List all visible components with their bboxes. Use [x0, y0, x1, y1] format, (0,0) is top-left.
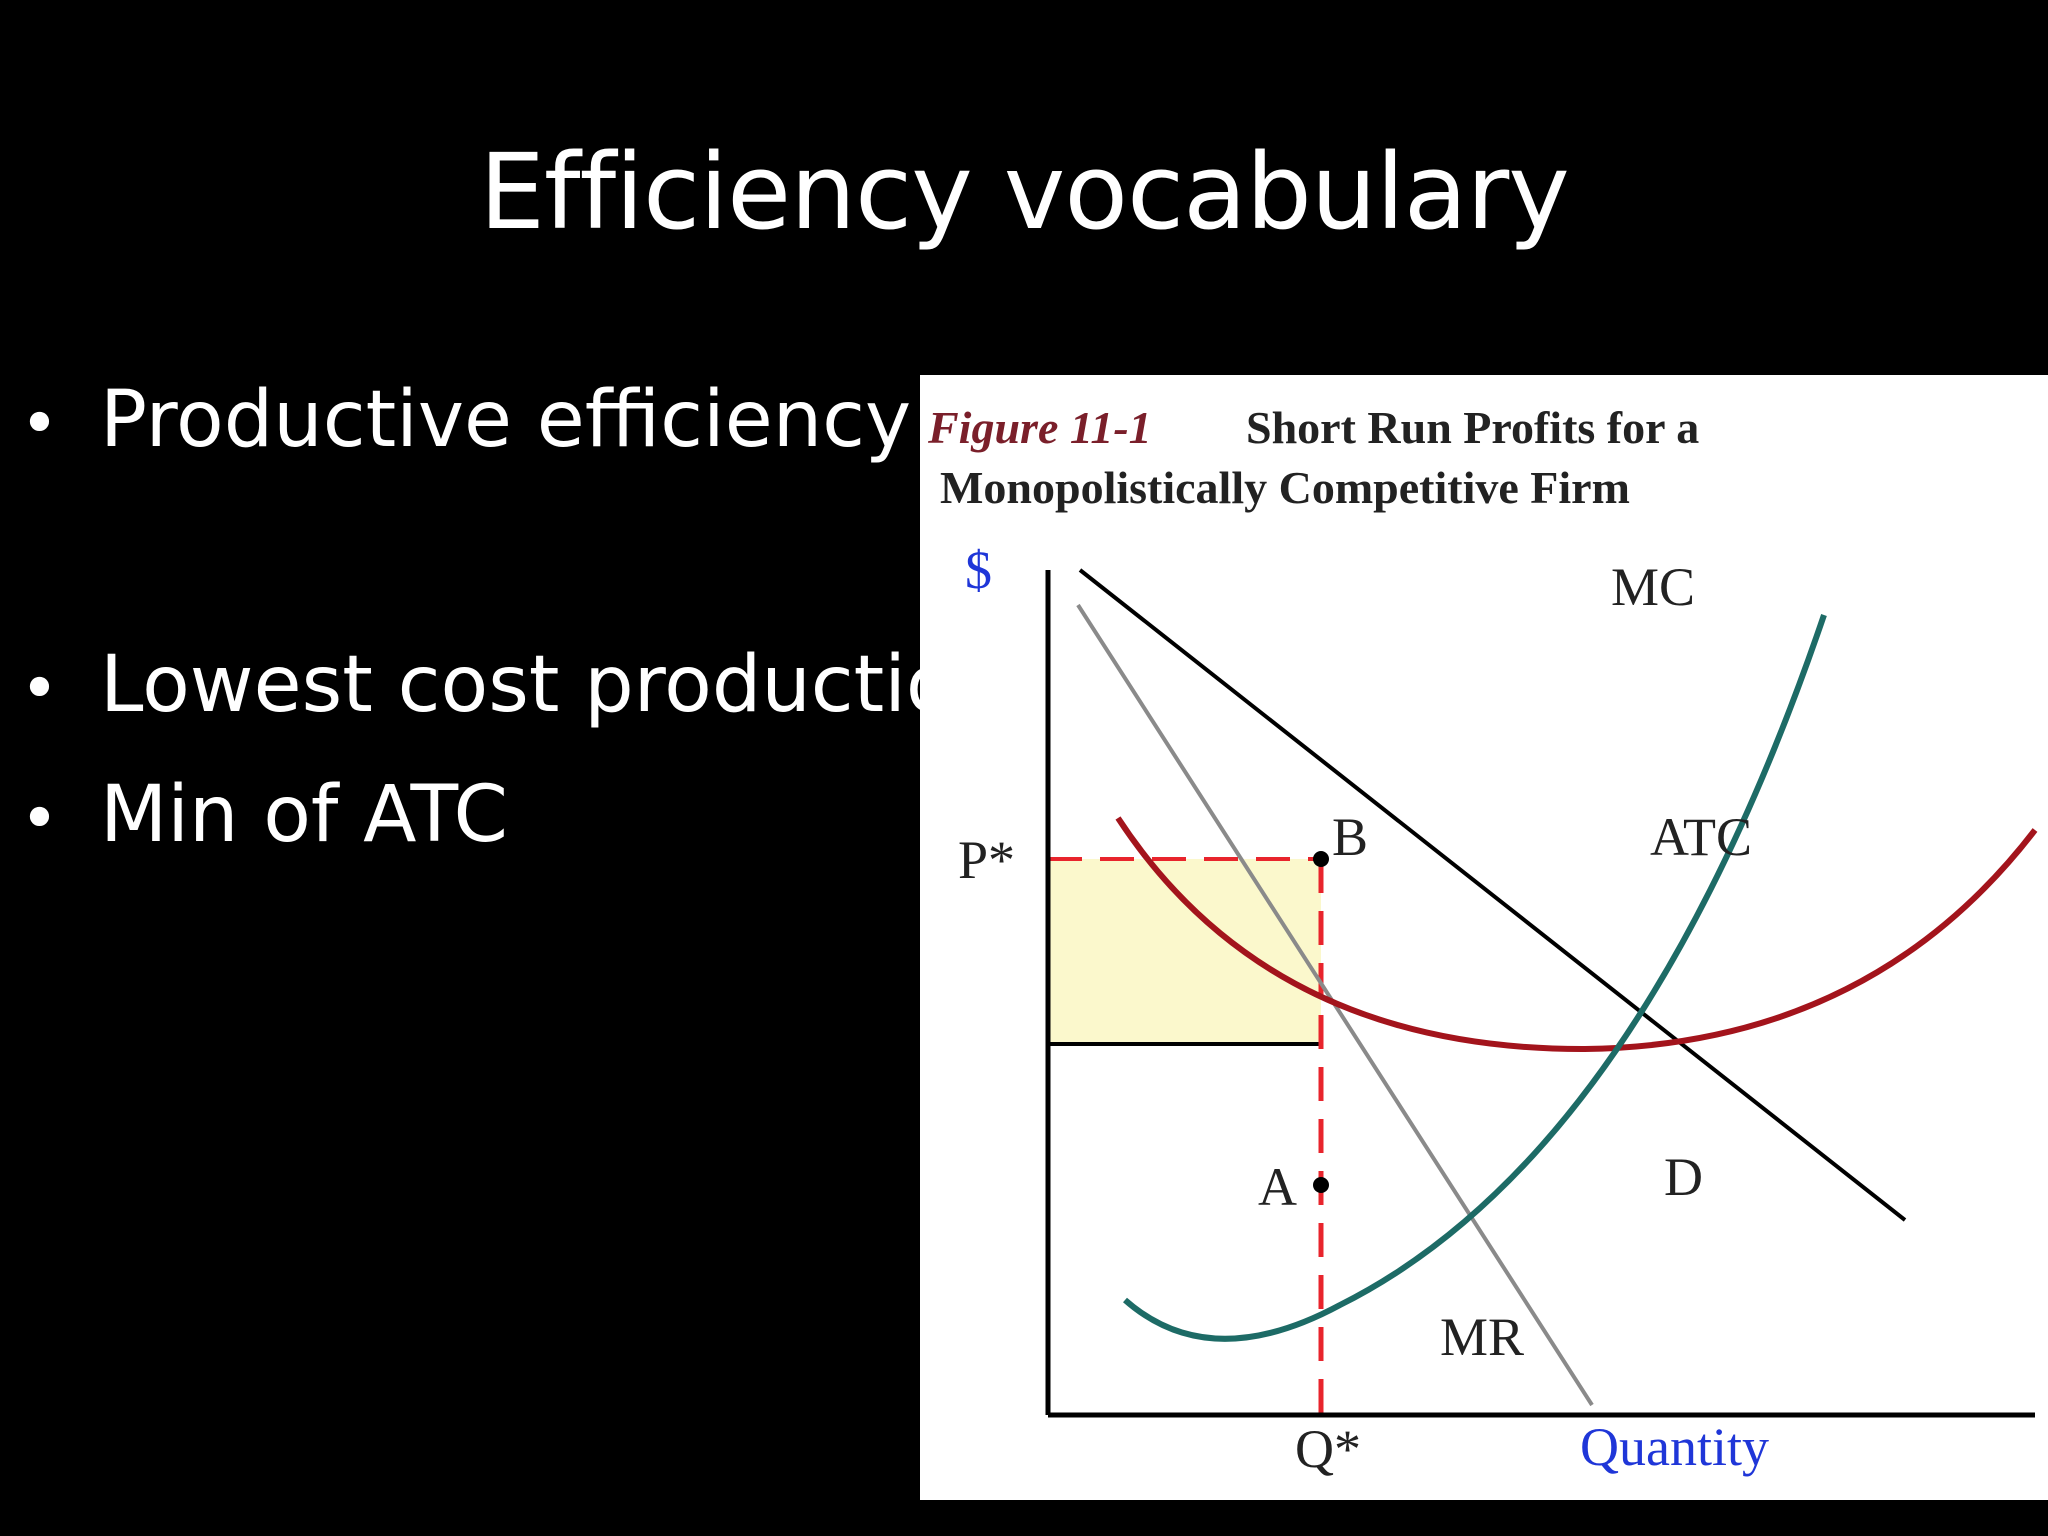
bullet-item: • Lowest cost production	[20, 635, 1003, 739]
point-a-marker	[1313, 1177, 1329, 1193]
atc-curve	[1115, 816, 2038, 1053]
mc-label: MC	[1611, 557, 1695, 617]
bullet-item: • Productive efficiency	[20, 370, 911, 474]
figure-title-number: Figure 11-1	[927, 402, 1152, 453]
profit-area	[1048, 859, 1321, 1044]
demand-curve	[1078, 568, 1907, 1222]
bullet-marker: •	[20, 385, 59, 462]
demand-label: D	[1664, 1147, 1703, 1207]
slide-title: Efficiency vocabulary	[479, 131, 1570, 253]
price-label: P*	[958, 830, 1015, 890]
atc-label: ATC	[1650, 807, 1752, 867]
bullet-marker: •	[20, 650, 59, 727]
mc-curve	[1123, 614, 1827, 1342]
economics-figure: Figure 11-1 Short Run Profits for a Mono…	[920, 375, 2048, 1500]
point-b-marker	[1313, 851, 1329, 867]
point-a-label: A	[1258, 1157, 1297, 1217]
bullet-text: Min of ATC	[100, 770, 509, 860]
bullet-text: Productive efficiency	[100, 375, 912, 465]
figure-diagram: Figure 11-1 Short Run Profits for a Mono…	[927, 402, 2038, 1479]
point-b-label: B	[1332, 807, 1368, 867]
figure-title-line1: Short Run Profits for a	[1246, 402, 1699, 453]
mr-label: MR	[1440, 1307, 1524, 1367]
bullet-item: • Min of ATC	[20, 765, 508, 869]
bullet-marker: •	[20, 780, 59, 857]
bullet-text: Lowest cost production	[100, 640, 1004, 730]
y-axis-label: $	[965, 540, 992, 600]
quantity-label: Q*	[1295, 1419, 1361, 1479]
x-axis-label: Quantity	[1580, 1417, 1769, 1477]
figure-title-line2: Monopolistically Competitive Firm	[940, 462, 1630, 513]
